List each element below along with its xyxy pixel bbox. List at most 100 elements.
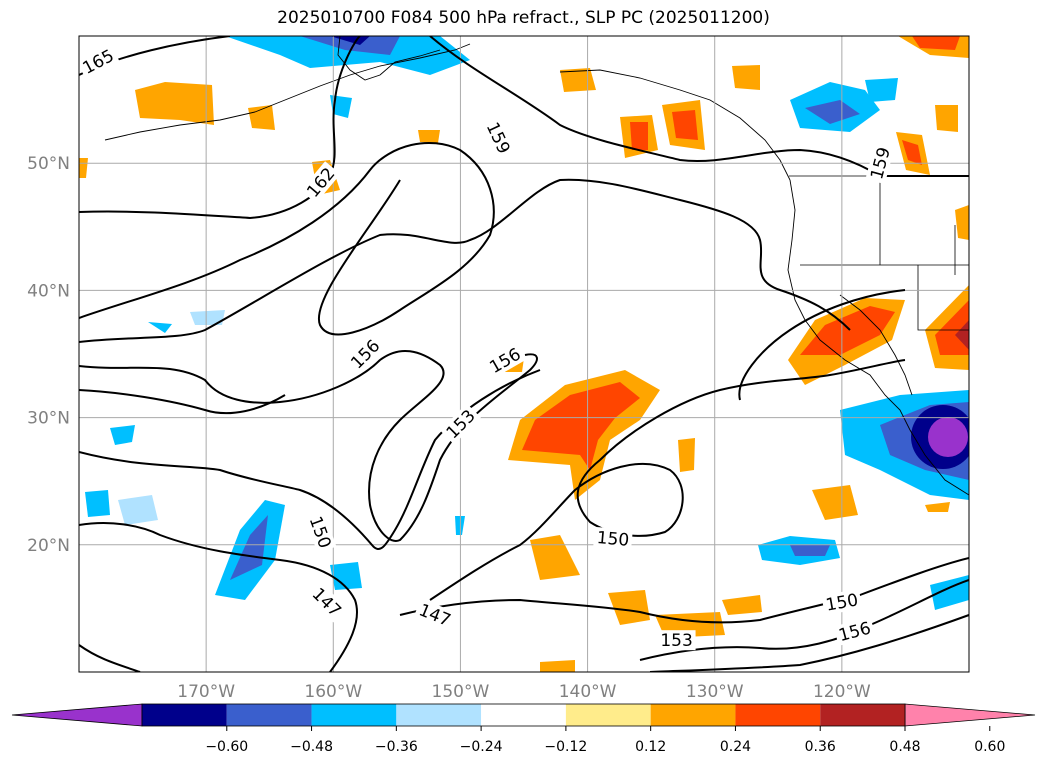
colorbar-segment — [820, 704, 905, 726]
colorbar: −0.60 −0.48 −0.36 −0.24 −0.12 0.12 0.24 0.36 0.4… — [11, 703, 1036, 755]
contour-label-bg — [821, 588, 863, 616]
anomaly-patch-neg — [865, 78, 898, 102]
colorbar-tick-label: −0.48 — [290, 739, 333, 755]
longitude-ticks: 170°W 160°W 150°W 140°W 130°W 120°W — [177, 682, 871, 702]
contour-label-group: 150 — [593, 526, 633, 551]
lon-tick-label: 140°W — [559, 682, 617, 702]
lon-tick-label: 130°W — [686, 682, 744, 702]
anomaly-patch-pos — [540, 660, 575, 672]
lon-tick-label: 160°W — [304, 682, 362, 702]
contour-156-ne — [738, 289, 906, 401]
map-frame — [78, 35, 970, 673]
anomaly-patch-neg — [790, 545, 830, 556]
anomaly-patch-pos — [902, 140, 922, 165]
anomaly-patch-neg — [330, 562, 362, 590]
latitude-ticks: 50°N 40°N 30°N 20°N — [27, 154, 70, 556]
anomaly-patch-neg — [805, 100, 860, 124]
lon-tick-label: 150°W — [432, 682, 490, 702]
contour-label-group: 156 — [483, 342, 527, 379]
contour-153-east — [639, 579, 969, 661]
us-mexico-border — [917, 265, 969, 331]
figure-title: 2025010700 F084 500 hPa refract., SLP PC… — [277, 8, 770, 28]
contour-label-group: 156 — [833, 616, 876, 646]
anomaly-patch-pos — [418, 130, 440, 143]
contour-147-west — [79, 522, 359, 672]
anomaly-patch-neg — [118, 495, 158, 525]
contour-label-bg — [481, 116, 516, 160]
anomaly-patch-pos — [925, 502, 950, 512]
anomaly-patch-pos — [630, 122, 648, 150]
anomaly-patch-neg — [148, 322, 172, 333]
contour-label-bg — [300, 161, 341, 204]
lat-tick-label: 40°N — [27, 281, 70, 301]
colorbar-tick-label: −0.36 — [375, 739, 418, 755]
coastlines — [104, 36, 969, 496]
lat-tick-label: 20°N — [27, 536, 70, 556]
contour-label: 150 — [596, 528, 630, 551]
colorbar-tick-label: 0.60 — [974, 739, 1005, 755]
colorbar-tick-label: 0.12 — [635, 739, 666, 755]
contour-label-bg — [657, 630, 696, 651]
contour-150-west — [79, 369, 541, 550]
anomaly-patch-neg — [110, 425, 135, 445]
contour-156-east — [649, 614, 969, 672]
contour-label: 153 — [660, 631, 692, 651]
contour-label-bg — [304, 510, 337, 554]
colorbar-segment — [396, 704, 482, 726]
contour-label-bg — [344, 333, 386, 375]
anomaly-patch-pos — [672, 110, 698, 140]
contour-label-bg — [439, 403, 481, 445]
anomaly-patch-neg — [190, 310, 225, 325]
na-west-coast — [787, 179, 969, 496]
contour-153-a — [79, 389, 286, 415]
anomaly-patch-pos — [522, 382, 640, 470]
colorbar-segment — [735, 704, 821, 726]
contour-label-bg — [413, 598, 457, 632]
anomaly-patch-pos — [530, 535, 580, 580]
lat-tick-label: 50°N — [27, 154, 70, 174]
anomaly-patch-pos — [812, 485, 858, 520]
anomaly-patch-pos — [912, 36, 960, 50]
contour-156-south — [79, 178, 851, 343]
colorbar-segment — [142, 704, 227, 726]
anomaly-patch-pos — [722, 595, 762, 615]
anomaly-patch-neg — [230, 515, 268, 580]
gridlines — [79, 36, 969, 672]
anomaly-patch-pos — [955, 320, 969, 350]
contour-label-group: 153 — [657, 630, 696, 651]
contour-label-bg — [76, 43, 120, 80]
anomaly-patch-pos — [608, 590, 650, 625]
contour-label-bg — [833, 616, 876, 646]
colorbar-frame — [141, 703, 906, 727]
contour-147-b — [79, 644, 141, 672]
colorbar-tick-label: 0.36 — [805, 739, 836, 755]
baja-coast — [839, 294, 913, 396]
lon-tick-label: 120°W — [813, 682, 871, 702]
anomaly-core-neg — [928, 417, 968, 457]
contour-label-bg — [306, 581, 348, 623]
colorbar-tick-label: −0.12 — [544, 739, 587, 755]
colorbar-extend-low — [11, 703, 143, 727]
colorbar-tick-label: 0.24 — [720, 739, 751, 755]
anomaly-patch-neg — [85, 490, 110, 517]
contour-159 — [429, 36, 969, 177]
colorbar-segment — [226, 704, 312, 726]
anomaly-patch-pos — [248, 105, 275, 130]
contour-label-bg — [593, 526, 633, 551]
aleutian-coast — [104, 43, 471, 141]
colorbar-segment — [565, 704, 651, 726]
colorbar-tick-label: −0.60 — [205, 739, 248, 755]
anomaly-patch-pos — [678, 438, 695, 472]
anomaly-patch-pos — [560, 68, 596, 92]
anomaly-patch-neg — [300, 36, 400, 55]
contour-156-north — [79, 142, 495, 336]
colorbar-segment — [650, 704, 736, 726]
colorbar-segment — [311, 704, 397, 726]
colorbar-tick-label: −0.24 — [460, 739, 503, 755]
contour-150-south — [399, 557, 969, 624]
colorbar-extend-high — [904, 703, 1036, 727]
anomaly-patch-pos — [732, 65, 760, 90]
